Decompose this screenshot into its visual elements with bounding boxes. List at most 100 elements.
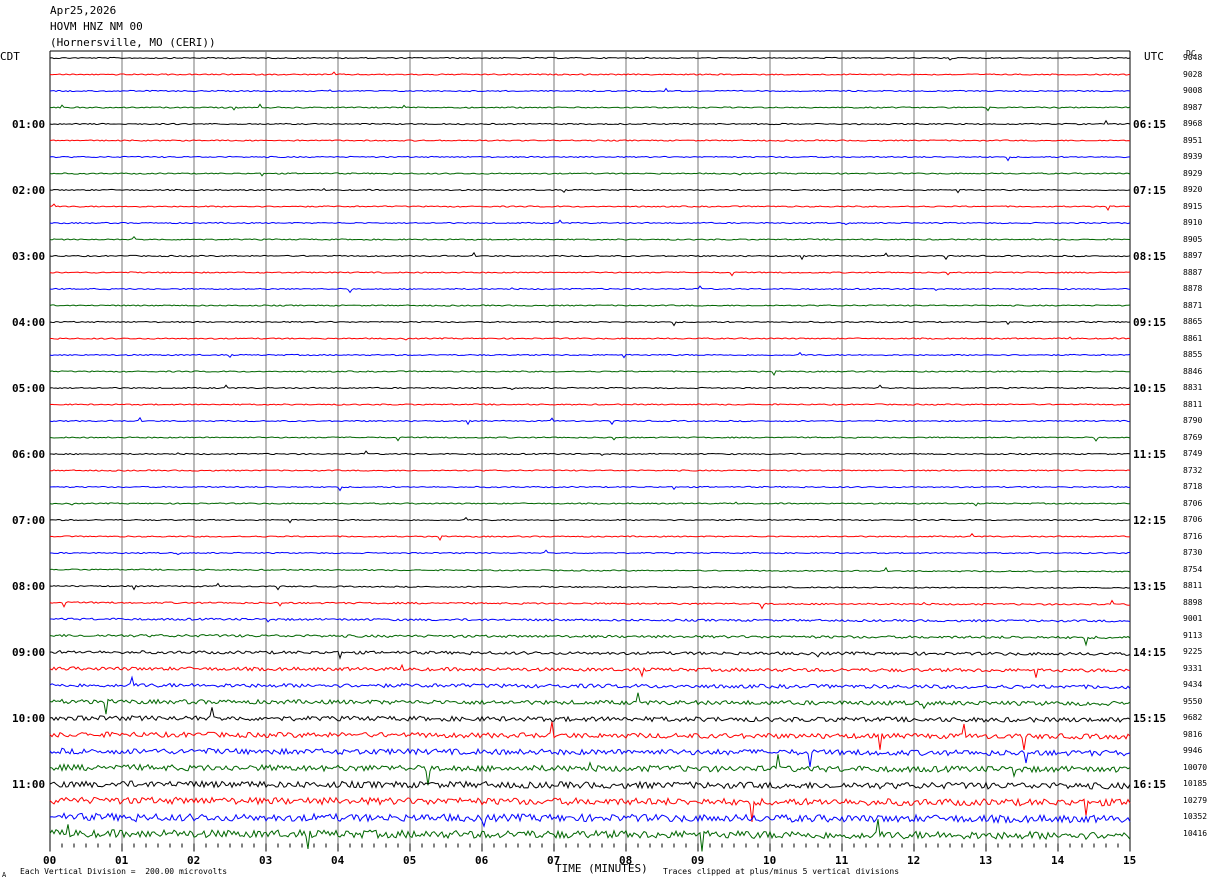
seismic-trace	[49, 649, 1131, 660]
x-tick-label: 04	[331, 853, 345, 867]
x-axis-title: TIME (MINUTES)	[555, 862, 648, 875]
seismic-trace	[49, 219, 1131, 226]
chart-grid	[49, 50, 1131, 844]
seismic-trace	[49, 675, 1131, 690]
dc-offset-label: 8887	[1183, 267, 1203, 277]
seismic-trace	[49, 633, 1131, 647]
right-time-label: 06:15	[1133, 118, 1167, 131]
location-label: (Hornersville, MO (CERI))	[50, 36, 216, 49]
dc-offset-label: 8706	[1183, 498, 1203, 508]
dc-offset-label: 8769	[1183, 432, 1203, 442]
dc-offset-label: 8929	[1183, 168, 1203, 178]
dc-offset-label: 8846	[1183, 366, 1203, 376]
x-tick-group	[49, 843, 1131, 852]
seismic-trace	[49, 812, 1131, 828]
left-time-label: 04:00	[12, 316, 46, 329]
right-time-label: 11:15	[1133, 448, 1167, 461]
dc-offset-label: 10185	[1183, 779, 1208, 788]
dc-offset-label: 8898	[1183, 597, 1203, 607]
seismic-trace	[49, 251, 1131, 261]
dc-offset-label: 8790	[1183, 416, 1203, 425]
left-time-label: 07:00	[12, 514, 46, 527]
dc-offset-label: 9048	[1183, 53, 1203, 62]
right-time-label: 09:15	[1133, 316, 1167, 329]
seismic-trace	[49, 103, 1131, 112]
dc-offset-label: 8718	[1183, 482, 1203, 491]
dc-offset-label: 8732	[1183, 465, 1203, 475]
right-time-label: 15:15	[1133, 712, 1167, 725]
dc-label: DC	[1186, 49, 1196, 58]
seismic-trace	[49, 663, 1131, 678]
x-tick-label: 10	[763, 853, 777, 867]
dc-offset-label: 10070	[1183, 762, 1208, 772]
right-time-label: 16:15	[1133, 778, 1167, 791]
dc-offset-label: 8706	[1183, 515, 1203, 524]
dc-offset-label: 10352	[1183, 812, 1208, 821]
seismic-trace	[50, 549, 1130, 556]
seismic-trace	[50, 617, 1131, 623]
dc-offset-label: 9225	[1183, 647, 1203, 656]
dc-offset-label: 9434	[1183, 680, 1203, 689]
x-tick-label: 00	[43, 853, 57, 867]
dc-offset-label: 8730	[1183, 548, 1203, 557]
right-time-label: 07:15	[1133, 184, 1167, 197]
dc-offset-label: 10279	[1183, 795, 1208, 805]
x-tick-label: 15	[1123, 853, 1137, 867]
dc-offset-label: 8855	[1183, 350, 1203, 359]
seismic-trace	[49, 403, 1131, 406]
x-tick-label: 09	[691, 853, 705, 867]
seismic-trace	[49, 370, 1130, 377]
seismic-trace	[49, 235, 1131, 241]
seismic-trace	[49, 203, 1131, 212]
x-tick-label: 03	[259, 853, 273, 867]
right-time-label: 10:15	[1133, 382, 1167, 395]
dc-offset-label: 9946	[1183, 746, 1203, 755]
seismic-trace	[49, 139, 1131, 142]
seismic-trace	[49, 692, 1131, 715]
seismic-trace	[49, 469, 1131, 472]
x-tick-label: 14	[1051, 853, 1065, 867]
seismic-trace	[49, 721, 1131, 750]
right-time-label: 08:15	[1133, 250, 1167, 263]
dc-offset-label: 8831	[1183, 383, 1203, 392]
seismic-trace	[49, 501, 1131, 507]
dc-offset-label: 8811	[1183, 581, 1203, 590]
dc-offset-label: 8871	[1183, 300, 1203, 310]
dc-offset-label: 8897	[1183, 251, 1203, 260]
dc-offset-label: 9008	[1183, 86, 1203, 95]
x-tick-label: 01	[115, 853, 129, 867]
dc-offset-label: 9816	[1183, 729, 1203, 739]
seismic-trace	[49, 155, 1131, 162]
dc-offset-label: 9028	[1183, 69, 1203, 79]
left-time-label: 11:00	[12, 778, 46, 791]
dc-offset-label: 8920	[1183, 185, 1203, 194]
x-tick-label: 05	[403, 853, 417, 867]
seismic-trace	[49, 56, 1131, 61]
x-tick-label: 13	[979, 853, 993, 867]
dc-offset-label: 9682	[1183, 713, 1203, 722]
left-time-label: 06:00	[12, 448, 46, 461]
x-tick-label: 07	[547, 853, 561, 867]
seismic-trace	[49, 485, 1130, 492]
seismic-trace	[49, 582, 1131, 591]
seismic-trace	[49, 285, 1131, 294]
x-tick-label: 11	[835, 853, 849, 867]
dc-offset-label: 9550	[1183, 696, 1203, 706]
dc-offset-label: 9001	[1183, 614, 1203, 623]
dc-offset-label: 8878	[1183, 284, 1203, 293]
trace-group	[49, 56, 1131, 852]
seismic-trace	[49, 320, 1131, 327]
seismic-trace	[50, 450, 1131, 457]
dc-offset-label: 8865	[1183, 317, 1203, 326]
seismic-trace	[49, 566, 1131, 573]
dc-offset-label: 9331	[1183, 663, 1203, 673]
seismic-trace	[49, 747, 1131, 767]
left-time-label: 05:00	[12, 382, 46, 395]
left-time-label: 01:00	[12, 118, 46, 131]
right-time-label: 13:15	[1133, 580, 1167, 593]
seismic-trace	[49, 516, 1131, 524]
seismic-trace	[49, 599, 1131, 610]
dc-offset-label: 8968	[1183, 119, 1203, 128]
x-tick-label: 12	[907, 853, 921, 867]
